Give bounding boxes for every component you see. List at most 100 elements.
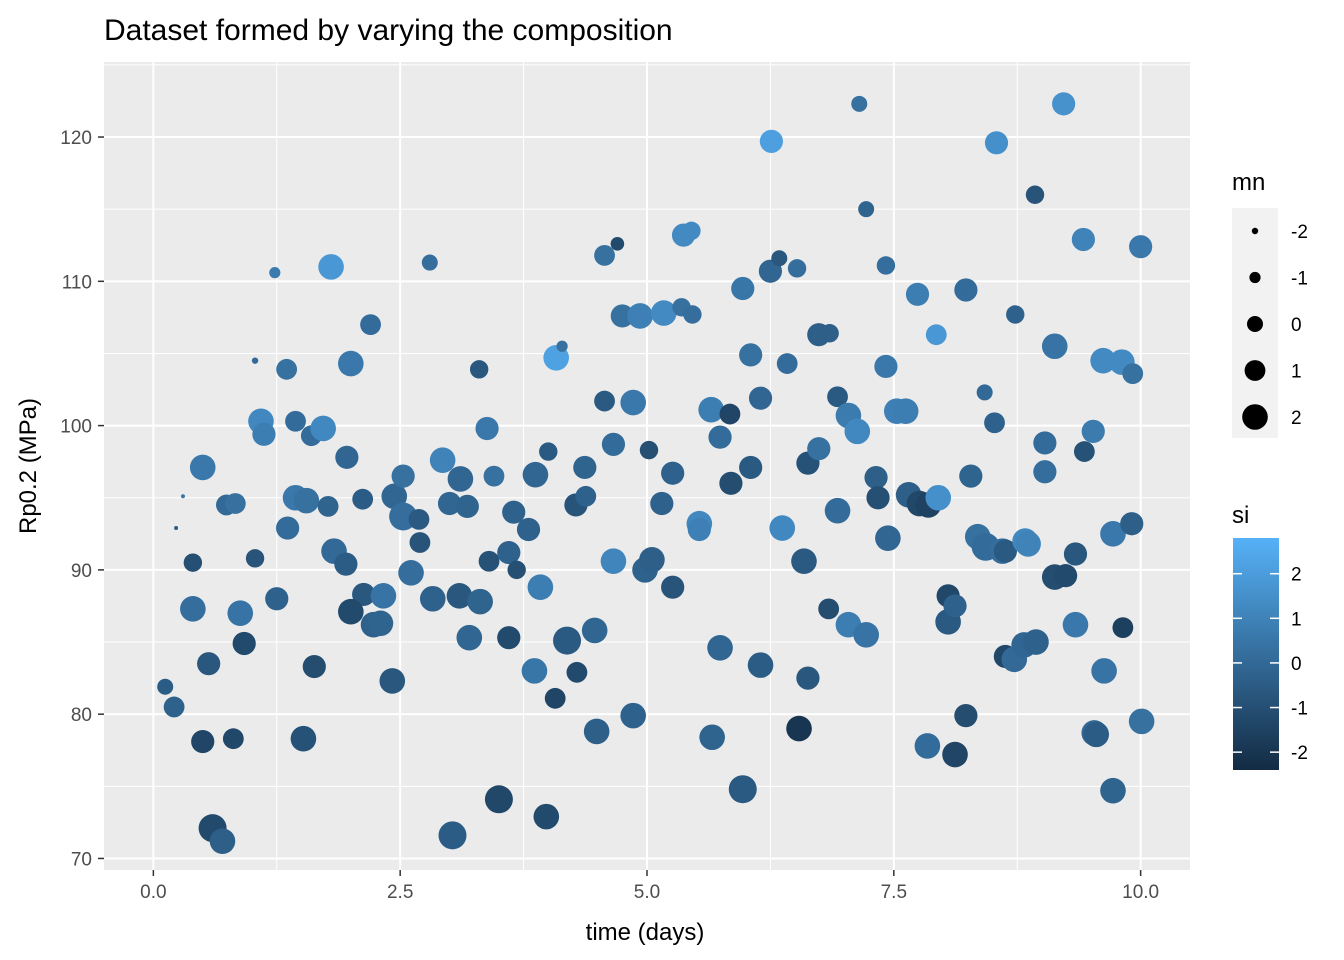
data-point: [682, 221, 701, 241]
data-point: [824, 497, 851, 524]
data-point: [639, 546, 665, 573]
chart-title: Dataset formed by varying the compositio…: [104, 14, 673, 47]
data-point: [620, 389, 646, 416]
data-point: [769, 515, 796, 541]
data-point: [954, 278, 978, 302]
data-point: [553, 626, 582, 655]
y-axis-title: Rp0.2 (MPa): [15, 398, 42, 534]
x-axis-title: time (days): [586, 919, 705, 946]
data-point: [276, 516, 300, 540]
data-point: [338, 598, 364, 625]
color-legend-label: 1: [1291, 609, 1302, 630]
data-point: [866, 486, 890, 510]
data-point: [419, 585, 446, 612]
data-point: [1090, 347, 1116, 374]
data-point: [1073, 441, 1095, 462]
y-tick-label: 90: [71, 561, 92, 582]
data-point: [302, 654, 326, 679]
y-tick-label: 100: [60, 417, 92, 438]
data-point: [699, 724, 725, 751]
data-point: [708, 425, 732, 449]
data-point: [539, 442, 558, 461]
data-point: [796, 666, 820, 690]
data-point: [447, 466, 474, 492]
data-point: [1100, 521, 1126, 547]
data-point: [827, 386, 848, 408]
data-point: [370, 583, 397, 609]
data-point: [360, 314, 381, 335]
size-legend-label: 1: [1291, 362, 1302, 383]
data-point: [661, 461, 685, 485]
data-point: [293, 487, 320, 514]
data-point: [421, 254, 438, 271]
data-point: [484, 785, 513, 814]
data-point: [1091, 658, 1117, 684]
data-point: [446, 583, 473, 609]
data-point: [610, 304, 634, 328]
color-legend-title: si: [1232, 502, 1249, 529]
data-point: [976, 384, 993, 401]
data-point: [851, 95, 868, 112]
color-legend-label: 2: [1291, 565, 1302, 586]
data-point: [556, 340, 568, 352]
data-point: [914, 733, 941, 759]
data-point: [379, 668, 406, 694]
data-point: [475, 416, 499, 441]
data-point: [222, 728, 244, 750]
data-point: [1071, 227, 1095, 252]
data-point: [1112, 617, 1134, 638]
data-point: [290, 725, 317, 752]
data-point: [269, 267, 281, 279]
data-point: [807, 437, 831, 461]
data-point: [189, 454, 216, 481]
data-point: [183, 553, 203, 572]
y-tick-label: 70: [71, 849, 92, 870]
x-tick-label: 2.5: [387, 882, 413, 903]
size-legend-label: 0: [1291, 315, 1302, 336]
data-point: [581, 617, 608, 644]
size-legend-key: [1249, 271, 1261, 284]
y-tick-label: 110: [62, 272, 92, 293]
data-point: [905, 282, 930, 306]
data-point: [892, 398, 919, 424]
color-legend: si 2 1 0 -1 -2: [1232, 502, 1308, 770]
data-point: [1033, 431, 1057, 455]
color-legend-label: -2: [1291, 743, 1308, 764]
data-point: [698, 396, 724, 423]
data-point: [748, 386, 773, 410]
data-point: [984, 412, 1005, 434]
data-point: [1128, 708, 1155, 735]
data-point: [232, 631, 256, 656]
data-point: [1062, 611, 1089, 638]
x-axis: 0.0 2.5 5.0 7.5 10.0: [140, 870, 1159, 903]
data-point: [1033, 460, 1057, 484]
size-legend: mn -2 -1 0 1 2: [1232, 169, 1308, 438]
data-point: [601, 432, 626, 456]
data-point: [1054, 564, 1078, 588]
data-point: [620, 702, 646, 729]
data-point: [786, 715, 812, 742]
size-legend-label: 2: [1291, 408, 1302, 429]
size-legend-key: [1242, 404, 1268, 430]
data-point: [1041, 333, 1068, 360]
data-point: [285, 410, 306, 432]
data-point: [478, 550, 500, 572]
data-point: [818, 598, 840, 620]
data-point: [864, 465, 888, 490]
data-point: [820, 324, 839, 343]
size-legend-key: [1247, 316, 1263, 332]
data-point: [984, 131, 1009, 155]
data-point: [265, 587, 289, 611]
data-point: [174, 526, 179, 531]
data-point: [791, 548, 817, 575]
color-legend-label: -1: [1291, 699, 1308, 720]
data-point: [516, 517, 541, 542]
data-point: [467, 588, 493, 615]
data-point: [759, 129, 783, 153]
data-point: [180, 596, 206, 622]
size-legend-key: [1244, 360, 1266, 381]
data-point: [719, 471, 743, 495]
data-point: [1015, 531, 1041, 557]
data-point: [191, 729, 215, 754]
